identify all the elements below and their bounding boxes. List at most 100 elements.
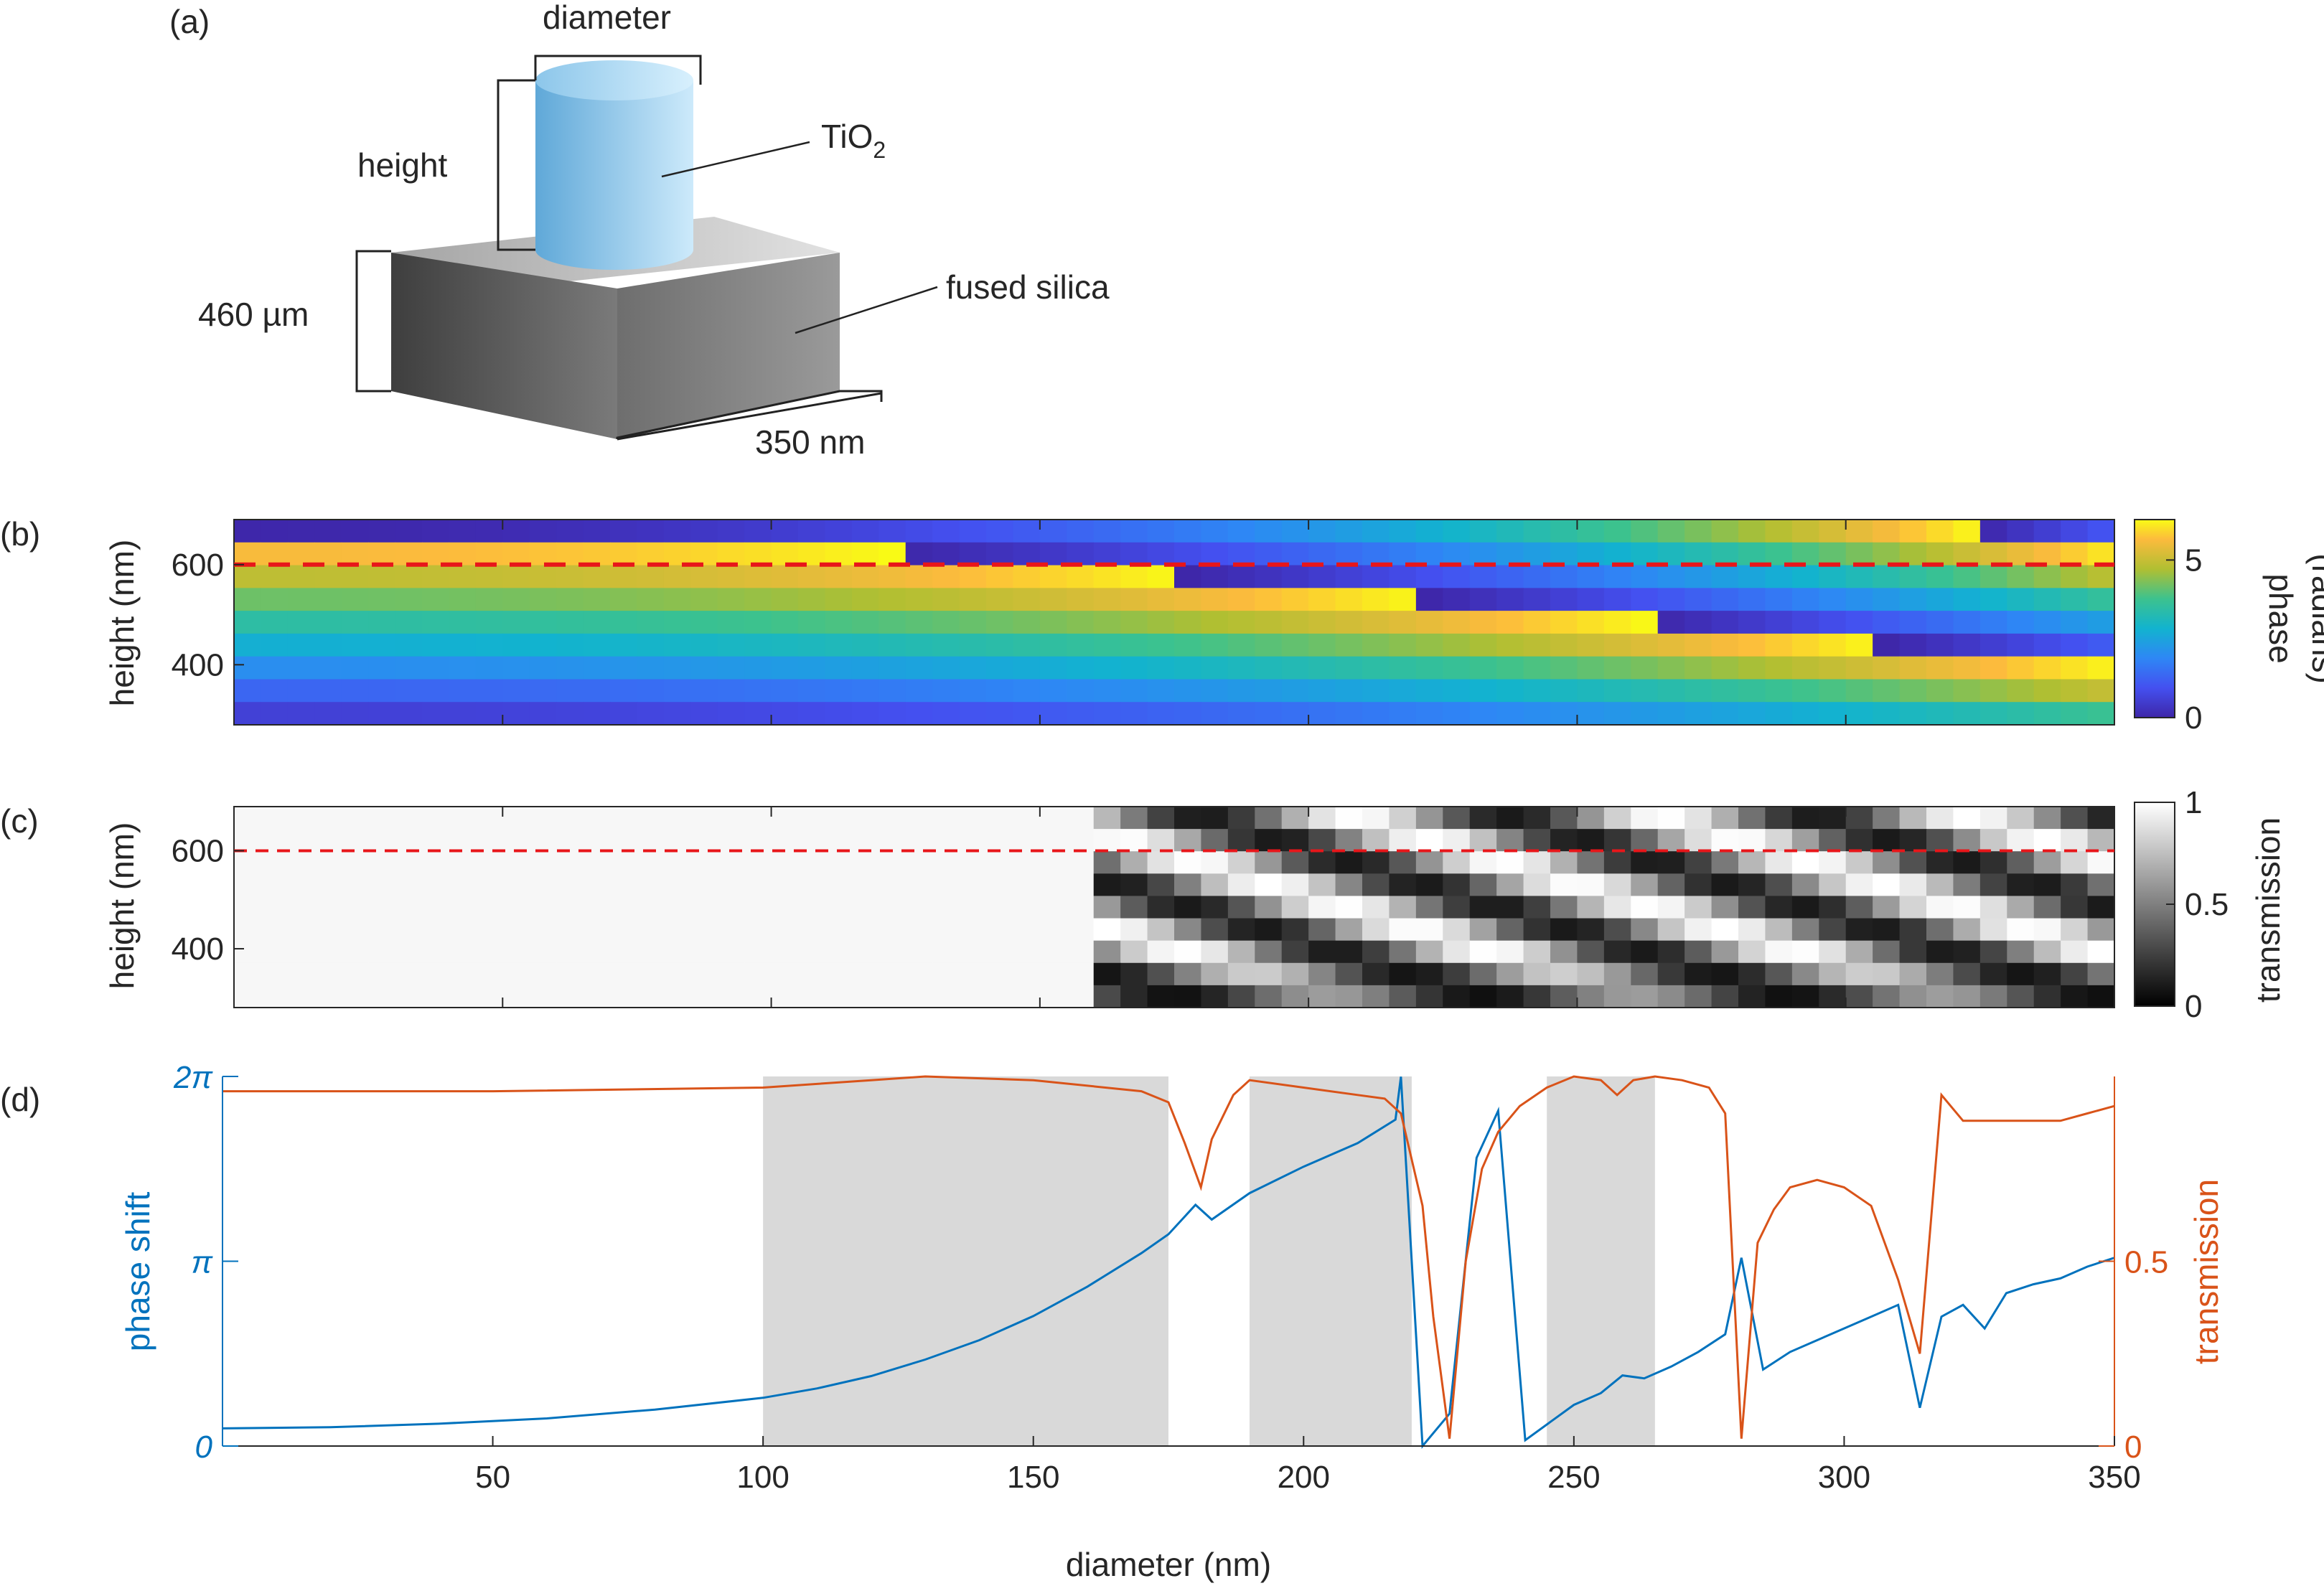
heatmap-cell <box>1039 873 1067 897</box>
heatmap-cell <box>1120 962 1148 986</box>
colorbar-tick-label: 0.5 <box>2185 887 2229 922</box>
heatmap-cell <box>1496 896 1524 919</box>
heatmap-cell <box>986 962 1014 986</box>
heatmap-cell <box>2087 940 2115 964</box>
heatmap-cell <box>690 542 718 566</box>
heatmap-cell <box>422 565 450 588</box>
heatmap-cell <box>395 656 423 680</box>
heatmap-cell <box>1255 588 1283 611</box>
heatmap-cell <box>368 851 396 874</box>
heatmap-cell <box>798 851 826 874</box>
heatmap-cell <box>1147 588 1175 611</box>
heatmap-cell <box>1120 611 1148 634</box>
heatmap-cell <box>878 918 906 942</box>
heatmap-cell <box>1603 633 1631 657</box>
heatmap-cell <box>1496 918 1524 942</box>
heatmap-cell <box>2033 873 2061 897</box>
heatmap-cell <box>475 896 503 919</box>
heatmap-cell <box>1496 565 1524 588</box>
heatmap-cell <box>341 940 369 964</box>
heatmap-cell <box>1255 611 1283 634</box>
heatmap-cell <box>717 873 745 897</box>
heatmap-cell <box>1496 962 1524 986</box>
heatmap-cell <box>1577 851 1605 874</box>
heatmap-cell <box>1685 940 1712 964</box>
heatmap-cell <box>341 633 369 657</box>
heatmap-cell <box>341 656 369 680</box>
heatmap-cell <box>1657 542 1685 566</box>
left-tick-label: 2π <box>173 1060 213 1095</box>
heatmap-cell <box>905 520 933 543</box>
pillar-top <box>535 60 693 100</box>
heatmap-cell <box>395 896 423 919</box>
heatmap-cell <box>261 829 289 852</box>
heatmap-cell <box>1738 611 1766 634</box>
heatmap-cell <box>1496 679 1524 703</box>
heatmap-cell <box>771 542 799 566</box>
heatmap-cell <box>932 520 960 543</box>
heatmap-cell <box>1496 940 1524 964</box>
heatmap-cell <box>1631 829 1659 852</box>
heatmap-cell <box>1738 807 1766 830</box>
heatmap-cell <box>1550 962 1578 986</box>
heatmap-cell <box>986 940 1014 964</box>
heatmap-cell <box>1067 520 1095 543</box>
heatmap-cell <box>959 985 987 1008</box>
heatmap-cell <box>878 985 906 1008</box>
heatmap-cell <box>2087 918 2115 942</box>
heatmap-cell <box>341 565 369 588</box>
heatmap-cell <box>1227 702 1255 726</box>
heatmap-cell <box>1362 702 1390 726</box>
heatmap-cell <box>1845 851 1873 874</box>
heatmap-cell <box>1873 520 1901 543</box>
heatmap-cell <box>1711 873 1739 897</box>
heatmap-cell <box>341 542 369 566</box>
heatmap-cell <box>1631 679 1659 703</box>
heatmap-cell <box>234 985 262 1008</box>
heatmap-cell <box>825 565 853 588</box>
heatmap-cell <box>986 520 1014 543</box>
heatmap-cell <box>475 918 503 942</box>
heatmap-cell <box>1496 588 1524 611</box>
heatmap-cell <box>878 896 906 919</box>
heatmap-cell <box>1281 962 1309 986</box>
heatmap-cell <box>717 962 745 986</box>
heatmap-cell <box>1765 588 1793 611</box>
heatmap-cell <box>1819 520 1847 543</box>
heatmap-cell <box>1926 851 1954 874</box>
heatmap-cell <box>449 633 477 657</box>
heatmap-cell <box>395 829 423 852</box>
heatmap-cell <box>314 873 342 897</box>
heatmap-cell <box>1738 588 1766 611</box>
heatmap-cell <box>1953 702 1981 726</box>
heatmap-cell <box>1873 851 1901 874</box>
heatmap-cell <box>637 873 665 897</box>
heatmap-cell <box>1147 807 1175 830</box>
heatmap-cell <box>1603 918 1631 942</box>
heatmap-cell <box>502 873 530 897</box>
heatmap-cell <box>1362 611 1390 634</box>
heatmap-cell <box>1953 896 1981 919</box>
heatmap-cell <box>798 633 826 657</box>
heatmap-cell <box>1308 656 1336 680</box>
heatmap-cell <box>1631 962 1659 986</box>
heatmap-cell <box>1308 565 1336 588</box>
heatmap-cell <box>610 829 638 852</box>
heatmap-cell <box>1227 633 1255 657</box>
heatmap-cell <box>1013 588 1041 611</box>
heatmap-cell <box>556 985 584 1008</box>
heatmap-cell <box>1039 542 1067 566</box>
heatmap-cell <box>1443 918 1471 942</box>
heatmap-cell <box>1603 702 1631 726</box>
heatmap-cell <box>1469 702 1497 726</box>
heatmap-cell <box>449 588 477 611</box>
heatmap-cell <box>1335 807 1363 830</box>
heatmap-cell <box>1201 851 1229 874</box>
heatmap-cell <box>287 807 315 830</box>
heatmap-cell <box>637 565 665 588</box>
heatmap-cell <box>1415 807 1443 830</box>
heatmap-cell <box>610 896 638 919</box>
heatmap-cell <box>1013 807 1041 830</box>
heatmap-cell <box>1281 918 1309 942</box>
